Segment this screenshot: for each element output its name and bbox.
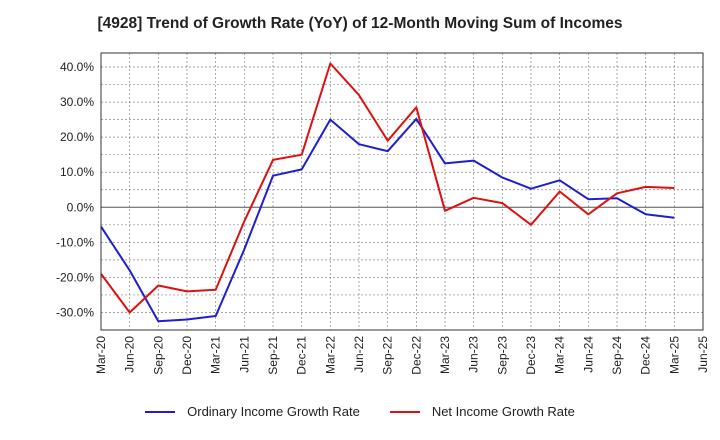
x-tick-label: Mar-25 <box>667 336 681 374</box>
x-axis-tick-labels: Mar-20 Jun-20 Sep-20 Dec-20 Mar-21 Jun-21 Sep-… <box>94 336 710 375</box>
y-tick-label: -10.0% <box>56 235 94 249</box>
x-tick-label: Mar-24 <box>553 336 567 374</box>
y-tick-label: 10.0% <box>60 165 94 179</box>
x-tick-label: Sep-24 <box>610 336 624 375</box>
series-layer <box>100 62 675 323</box>
x-tick-label: Dec-20 <box>180 336 194 375</box>
x-tick-label: Sep-22 <box>381 336 395 375</box>
series-line-ordinary-income <box>100 117 675 323</box>
x-tick-label: Dec-24 <box>639 336 653 375</box>
x-tick-label: Dec-22 <box>409 336 423 375</box>
y-tick-label: -30.0% <box>56 305 94 319</box>
legend-item-ordinary-income: Ordinary Income Growth Rate <box>145 404 360 419</box>
x-tick-label: Mar-20 <box>94 336 108 374</box>
x-tick-label: Mar-23 <box>438 336 452 374</box>
y-tick-label: 40.0% <box>60 60 94 74</box>
y-tick-label: 0.0% <box>67 200 95 214</box>
x-tick-label: Jun-22 <box>352 336 366 373</box>
legend-label-ordinary-income: Ordinary Income Growth Rate <box>187 404 360 419</box>
x-tick-label: Mar-22 <box>323 336 337 374</box>
x-tick-label: Jun-20 <box>123 336 137 373</box>
y-tick-label: -20.0% <box>56 270 94 284</box>
legend: Ordinary Income Growth Rate Net Income G… <box>0 404 720 419</box>
x-tick-label: Jun-23 <box>467 336 481 373</box>
legend-swatch-ordinary-income <box>145 410 176 413</box>
x-tick-label: Sep-21 <box>266 336 280 375</box>
x-tick-label: Jun-25 <box>696 336 710 373</box>
x-tick-label: Sep-23 <box>495 336 509 375</box>
x-tick-label: Jun-24 <box>581 336 595 373</box>
legend-swatch-net-income <box>389 410 420 413</box>
y-tick-label: 20.0% <box>60 130 94 144</box>
x-tick-label: Sep-20 <box>151 336 165 375</box>
x-tick-label: Dec-21 <box>295 336 309 375</box>
legend-item-net-income: Net Income Growth Rate <box>389 404 575 419</box>
plot-area-frame <box>100 52 704 331</box>
legend-label-net-income: Net Income Growth Rate <box>431 404 575 419</box>
series-line-net-income <box>100 62 675 314</box>
grid-layer <box>100 53 704 331</box>
chart-title: [4928] Trend of Growth Rate (YoY) of 12-… <box>97 15 623 32</box>
x-tick-label: Mar-21 <box>209 336 223 374</box>
y-axis-tick-labels: 40.0% 30.0% 20.0% 10.0% 0.0% -10.0% -20.0% -30.… <box>56 60 94 319</box>
x-tick-label: Dec-23 <box>524 336 538 375</box>
y-tick-label: 30.0% <box>60 95 94 109</box>
x-tick-label: Jun-21 <box>237 336 251 373</box>
